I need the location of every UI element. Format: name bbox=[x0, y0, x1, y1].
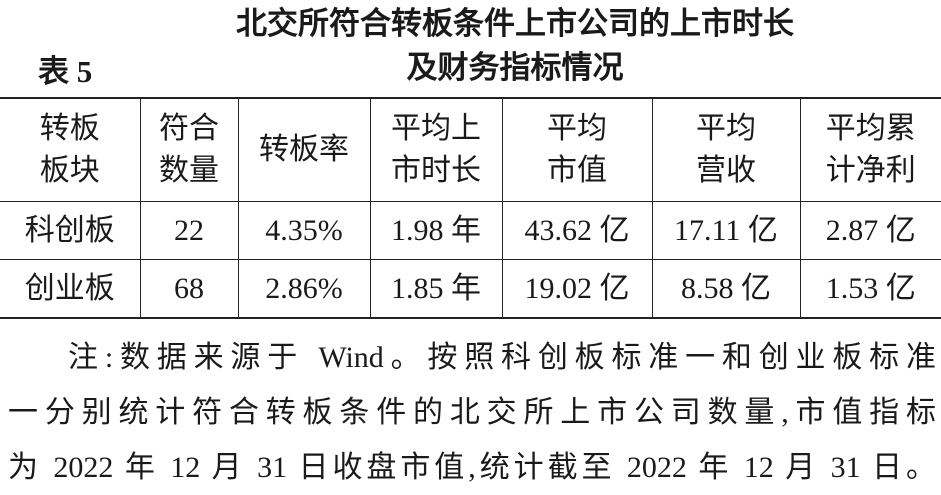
cell: 43.62 亿 bbox=[502, 202, 652, 260]
header-cell: 平均营收 bbox=[652, 98, 800, 202]
note-line: 为 2022 年 12 月 31 日收盘市值,统计截至 2022 年 12 月 … bbox=[8, 440, 936, 495]
cell: 2.86% bbox=[238, 260, 370, 319]
header-cell: 平均上市时长 bbox=[370, 98, 502, 202]
cell: 创业板 bbox=[0, 260, 140, 319]
header-line: 平均累 bbox=[801, 108, 941, 150]
cell: 22 bbox=[140, 202, 238, 260]
header-line: 板块 bbox=[0, 150, 140, 192]
title-line: 及财务指标情况 bbox=[150, 46, 880, 90]
cell: 17.11 亿 bbox=[652, 202, 800, 260]
cell: 8.58 亿 bbox=[652, 260, 800, 319]
note-line: 一分别统计符合转板条件的北交所上市公司数量,市值指标 bbox=[8, 385, 936, 440]
header-cell: 平均累计净利 bbox=[800, 98, 941, 202]
header-cell: 转板率 bbox=[238, 98, 370, 202]
header-line: 平均上 bbox=[371, 108, 502, 150]
cell: 2.87 亿 bbox=[800, 202, 941, 260]
note: 注:数据来源于 Wind。按照科创板标准一和创业板标准一分别统计符合转板条件的北… bbox=[8, 330, 936, 495]
cell: 68 bbox=[140, 260, 238, 319]
header-line: 营收 bbox=[653, 150, 800, 192]
title-line: 北交所符合转板条件上市公司的上市时长 bbox=[150, 2, 880, 46]
cell: 4.35% bbox=[238, 202, 370, 260]
header-line: 符合 bbox=[141, 108, 238, 150]
header-line: 平均 bbox=[653, 108, 800, 150]
cell: 1.53 亿 bbox=[800, 260, 941, 319]
cell: 19.02 亿 bbox=[502, 260, 652, 319]
table-label: 表 5 bbox=[38, 46, 92, 91]
header-line: 市时长 bbox=[371, 150, 502, 192]
header-line: 市值 bbox=[503, 150, 652, 192]
header-line: 计净利 bbox=[801, 150, 941, 192]
table-title: 北交所符合转板条件上市公司的上市时长 及财务指标情况 bbox=[150, 2, 880, 90]
cell: 1.98 年 bbox=[370, 202, 502, 260]
header-line: 转板率 bbox=[239, 129, 370, 171]
cell: 科创板 bbox=[0, 202, 140, 260]
header-cell: 符合数量 bbox=[140, 98, 238, 202]
header-line: 数量 bbox=[141, 150, 238, 192]
header-cell: 转板板块 bbox=[0, 98, 140, 202]
cell: 1.85 年 bbox=[370, 260, 502, 319]
header-line: 转板 bbox=[0, 108, 140, 150]
header-cell: 平均市值 bbox=[502, 98, 652, 202]
header-row: 转板板块符合数量转板率平均上市时长平均市值平均营收平均累计净利 bbox=[0, 98, 941, 202]
note-line: 注:数据来源于 Wind。按照科创板标准一和创业板标准 bbox=[8, 330, 936, 385]
header-line: 平均 bbox=[503, 108, 652, 150]
